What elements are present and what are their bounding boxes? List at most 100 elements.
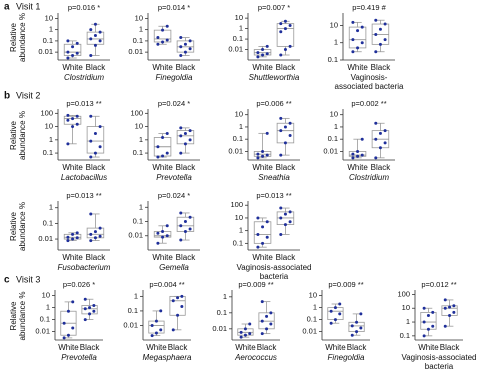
y-tick-label: 100 bbox=[397, 289, 410, 298]
y-tick-label: 1 bbox=[313, 303, 317, 312]
data-point bbox=[154, 319, 158, 323]
data-point bbox=[351, 20, 355, 24]
data-point bbox=[98, 39, 102, 43]
y-tick-label: 0.01 bbox=[212, 324, 227, 333]
data-point bbox=[179, 238, 183, 242]
data-point bbox=[171, 299, 175, 303]
x-tick-label: Black bbox=[176, 253, 197, 262]
data-point bbox=[89, 239, 93, 243]
data-point bbox=[165, 234, 169, 238]
y-tick-label: 0.1 bbox=[328, 134, 338, 143]
x-tick-label: White bbox=[347, 63, 368, 72]
data-point bbox=[360, 41, 364, 45]
y-tick-label: 100 bbox=[130, 108, 143, 117]
data-point bbox=[93, 34, 97, 38]
y-tick-label: 1 bbox=[139, 25, 143, 34]
x-tick-label: White bbox=[252, 253, 273, 262]
data-point bbox=[359, 326, 363, 330]
x-tick-label: Black bbox=[276, 253, 297, 262]
data-point bbox=[279, 232, 283, 236]
data-point bbox=[288, 134, 292, 137]
data-point bbox=[243, 333, 247, 337]
y-tick-label: 1 bbox=[139, 202, 143, 211]
x-tick-label: Black bbox=[276, 63, 297, 72]
data-point bbox=[66, 239, 70, 243]
data-point bbox=[66, 39, 70, 43]
data-point bbox=[283, 223, 287, 227]
data-point bbox=[88, 312, 92, 316]
data-point bbox=[75, 236, 79, 240]
data-point bbox=[248, 322, 252, 326]
box bbox=[63, 115, 82, 125]
data-point bbox=[265, 153, 269, 157]
y-tick-label: 0.1 bbox=[133, 148, 143, 157]
x-tick-label: Black bbox=[86, 63, 107, 72]
y-tick-label: 1 bbox=[239, 226, 243, 235]
data-point bbox=[256, 51, 260, 55]
data-point bbox=[288, 210, 292, 214]
panel-title: Vaginosis-associated bbox=[236, 263, 311, 272]
data-point bbox=[179, 211, 183, 215]
y-axis-label: abundance % bbox=[18, 111, 27, 160]
data-point bbox=[283, 125, 287, 129]
data-point bbox=[288, 220, 292, 224]
y-axis-label: Relative bbox=[9, 301, 18, 330]
data-point bbox=[183, 220, 187, 224]
data-point bbox=[248, 332, 252, 336]
data-point bbox=[156, 42, 160, 46]
p-value: p=0.013 ** bbox=[66, 99, 101, 108]
data-point bbox=[71, 54, 75, 58]
data-point bbox=[176, 296, 180, 300]
data-point bbox=[188, 47, 192, 51]
section-letter: c bbox=[4, 275, 10, 286]
x-tick-label: White bbox=[347, 163, 368, 172]
data-point bbox=[156, 145, 160, 149]
x-tick-label: White bbox=[418, 343, 439, 352]
y-tick-label: 1 bbox=[139, 135, 143, 144]
p-value: p=0.026 * bbox=[63, 280, 95, 289]
data-point bbox=[154, 331, 158, 335]
data-point bbox=[239, 330, 243, 334]
data-point bbox=[279, 22, 283, 26]
data-point bbox=[261, 225, 265, 229]
data-point bbox=[383, 141, 387, 145]
panel-title: associated bacteria bbox=[335, 82, 404, 91]
x-tick-label: White bbox=[252, 63, 273, 72]
data-point bbox=[71, 232, 75, 236]
p-value: p=0.013 ** bbox=[256, 191, 291, 200]
x-tick-label: Black bbox=[86, 163, 107, 172]
panel-title: Vaginosis-associated bbox=[401, 353, 476, 362]
x-tick-label: Black bbox=[347, 343, 368, 352]
data-point bbox=[265, 314, 269, 318]
y-tick-label: 0.01 bbox=[228, 45, 243, 54]
x-tick-label: White bbox=[58, 343, 79, 352]
p-value: p=0.009 ** bbox=[328, 280, 363, 289]
data-point bbox=[183, 50, 187, 54]
data-point bbox=[288, 121, 292, 125]
y-tick-label: 10 bbox=[135, 122, 143, 131]
p-value: p=0.024 * bbox=[158, 99, 190, 108]
p-value: p=0.006 ** bbox=[256, 99, 291, 108]
section-title: Visit 3 bbox=[16, 274, 40, 284]
data-point bbox=[89, 212, 93, 216]
y-tick-label: 0.1 bbox=[43, 36, 53, 45]
data-point bbox=[378, 131, 382, 135]
x-tick-label: White bbox=[235, 343, 256, 352]
data-point bbox=[93, 43, 97, 47]
data-point bbox=[279, 129, 283, 133]
data-point bbox=[288, 44, 292, 48]
y-tick-label: 1 bbox=[239, 24, 243, 33]
data-point bbox=[355, 330, 359, 334]
data-point bbox=[256, 156, 260, 160]
data-point bbox=[329, 321, 333, 325]
x-tick-label: White bbox=[252, 163, 273, 172]
data-point bbox=[374, 50, 378, 54]
y-axis-label: Relative bbox=[9, 23, 18, 52]
data-point bbox=[265, 44, 269, 48]
x-tick-label: White bbox=[152, 163, 173, 172]
data-point bbox=[188, 138, 192, 142]
data-point bbox=[374, 121, 378, 125]
data-point bbox=[176, 313, 180, 317]
box bbox=[276, 23, 295, 47]
box bbox=[253, 221, 272, 244]
